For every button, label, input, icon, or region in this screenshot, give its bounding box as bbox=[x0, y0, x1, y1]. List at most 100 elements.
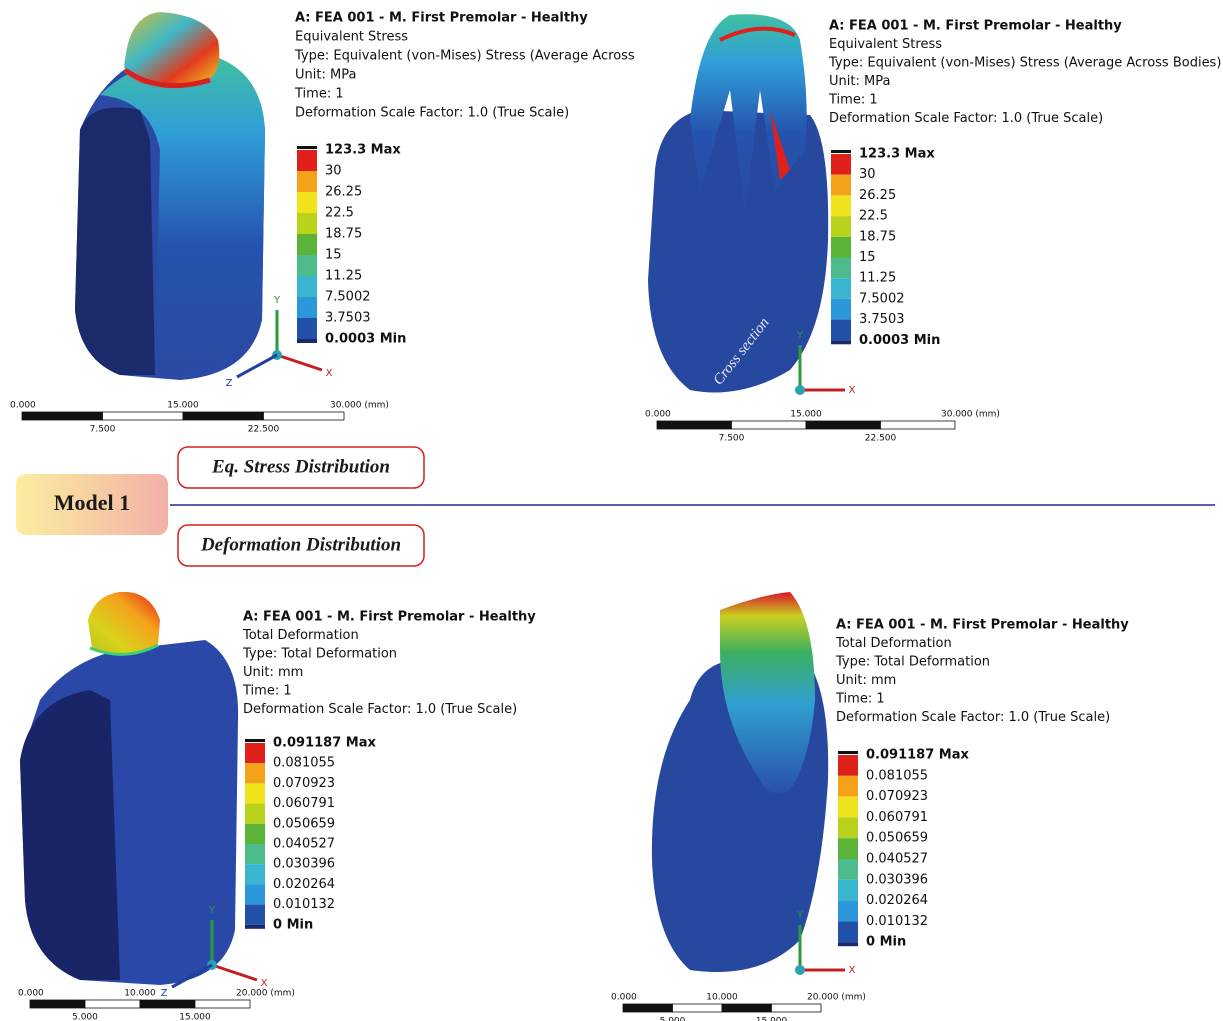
scale-segment bbox=[771, 1003, 822, 1013]
legend-label: 0.0003 Min bbox=[859, 333, 940, 348]
legend-band bbox=[297, 297, 317, 318]
legend-band bbox=[838, 879, 858, 901]
scale-label: 5.000 bbox=[72, 1013, 98, 1021]
panel-info: Time: 1 bbox=[242, 684, 292, 699]
stress-tag: Eq. Stress Distribution bbox=[211, 456, 390, 477]
legend-band bbox=[831, 319, 851, 341]
legend-band bbox=[297, 171, 317, 192]
legend-band bbox=[831, 278, 851, 299]
panel-info: Unit: mm bbox=[836, 673, 896, 688]
scale-label: 0.000 bbox=[645, 410, 671, 420]
panel-info: Total Deformation bbox=[835, 636, 952, 651]
scale-segment bbox=[139, 999, 196, 1009]
legend-label: 22.5 bbox=[859, 209, 888, 224]
legend-cap bbox=[838, 751, 858, 754]
legend-cap bbox=[838, 942, 858, 947]
scale-segment bbox=[21, 411, 103, 421]
legend-cap bbox=[245, 739, 265, 742]
scale-label: 10.000 bbox=[124, 989, 156, 999]
scale-segment bbox=[672, 1003, 723, 1013]
legend-label: 0.010132 bbox=[273, 897, 335, 912]
panel-info: Type: Total Deformation bbox=[835, 655, 990, 670]
legend-band bbox=[245, 783, 265, 804]
legend-label: 0.030396 bbox=[866, 872, 928, 887]
legend-band bbox=[831, 298, 851, 320]
scale-label: 0.000 bbox=[611, 993, 637, 1003]
legend-band bbox=[838, 817, 858, 839]
axis-label: Z bbox=[161, 988, 168, 999]
legend-label: 123.3 Max bbox=[325, 143, 401, 158]
legend-label: 7.5002 bbox=[325, 290, 371, 305]
legend-label: 15 bbox=[859, 250, 876, 265]
legend-band bbox=[831, 174, 851, 196]
legend-band bbox=[297, 213, 317, 234]
scale-label: 0.000 bbox=[10, 401, 36, 411]
panel-info: Time: 1 bbox=[835, 692, 885, 707]
deformation-tag: Deformation Distribution bbox=[200, 534, 401, 555]
scale-label: 15.000 bbox=[790, 410, 822, 420]
panel-info: Unit: MPa bbox=[295, 68, 356, 83]
legend-band bbox=[245, 803, 265, 824]
scale-label: 5.000 bbox=[660, 1017, 686, 1021]
scale-label: 30.000 (mm) bbox=[941, 410, 1000, 420]
legend-label: 22.5 bbox=[325, 206, 354, 221]
legend-cap bbox=[297, 339, 317, 343]
legend-band bbox=[838, 838, 858, 859]
legend-band bbox=[297, 255, 317, 276]
legend-label: 11.25 bbox=[859, 271, 896, 286]
legend-label: 3.7503 bbox=[859, 312, 905, 327]
legend-band bbox=[838, 921, 858, 943]
legend-label: 0.030396 bbox=[273, 857, 335, 872]
scale-segment bbox=[263, 411, 345, 421]
legend-band bbox=[831, 236, 851, 258]
legend-label: 3.7503 bbox=[325, 311, 371, 326]
axis-label: X bbox=[326, 368, 333, 379]
legend-cap bbox=[297, 146, 317, 149]
legend-label: 26.25 bbox=[859, 188, 896, 203]
scale-segment bbox=[721, 1003, 772, 1013]
legend-label: 30 bbox=[325, 164, 342, 179]
axis-label: X bbox=[261, 978, 268, 989]
scale-segment bbox=[622, 1003, 673, 1013]
panel-info: Type: Total Deformation bbox=[242, 647, 397, 662]
panel-info: Equivalent Stress bbox=[829, 37, 942, 52]
scale-label: 22.500 bbox=[248, 425, 280, 435]
axis-label: Y bbox=[796, 910, 804, 921]
legend-band bbox=[245, 743, 265, 764]
legend-label: 0 Min bbox=[273, 917, 313, 932]
legend-label: 0.091187 Max bbox=[866, 748, 969, 763]
legend-band bbox=[245, 844, 265, 865]
legend-label: 0.050659 bbox=[273, 816, 335, 831]
legend-cap bbox=[245, 924, 265, 929]
panel-info: Deformation Scale Factor: 1.0 (True Scal… bbox=[829, 111, 1103, 126]
legend-label: 26.25 bbox=[325, 185, 362, 200]
legend-band bbox=[245, 884, 265, 905]
scale-label: 20.000 (mm) bbox=[236, 989, 295, 999]
legend-label: 18.75 bbox=[325, 227, 362, 242]
axis-arrow bbox=[236, 353, 278, 379]
model-box bbox=[16, 474, 168, 535]
axis-label: Y bbox=[208, 905, 216, 916]
scale-segment bbox=[102, 411, 184, 421]
scale-label: 15.000 bbox=[756, 1017, 788, 1021]
legend-band bbox=[831, 216, 851, 237]
legend-band bbox=[245, 904, 265, 925]
legend-band bbox=[838, 859, 858, 880]
panel-info: Type: Equivalent (von-Mises) Stress (Ave… bbox=[828, 56, 1221, 71]
legend-band bbox=[838, 900, 858, 922]
model-view bbox=[651, 592, 829, 972]
panel-info: Deformation Scale Factor: 1.0 (True Scal… bbox=[836, 710, 1110, 725]
scale-segment bbox=[805, 420, 881, 430]
panel-info: Total Deformation bbox=[242, 628, 359, 643]
legend-label: 11.25 bbox=[325, 269, 362, 284]
legend-label: 7.5002 bbox=[859, 291, 905, 306]
legend-cap bbox=[831, 150, 851, 153]
scale-label: 30.000 (mm) bbox=[330, 401, 389, 411]
legend-band bbox=[838, 755, 858, 776]
axis-arrow bbox=[276, 353, 323, 372]
scale-label: 20.000 (mm) bbox=[807, 993, 866, 1003]
scale-label: 7.500 bbox=[719, 434, 745, 444]
panel-title: A: FEA 001 - M. First Premolar - Healthy bbox=[829, 19, 1122, 34]
panel-title: A: FEA 001 - M. First Premolar - Healthy bbox=[295, 11, 588, 26]
